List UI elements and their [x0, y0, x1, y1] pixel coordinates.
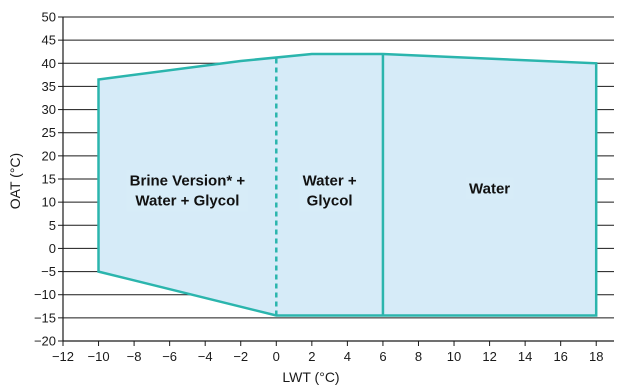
region-label-text: Water +: [303, 173, 357, 190]
y-tick-label: 20: [42, 148, 56, 163]
x-tick-label: 14: [518, 349, 532, 364]
region-label: Water + Glycol: [299, 169, 360, 212]
y-tick-label: 15: [42, 172, 56, 187]
x-tick-label: −8: [127, 349, 142, 364]
x-tick-label: −4: [198, 349, 213, 364]
x-tick-label: 12: [482, 349, 496, 364]
x-tick-label: 18: [589, 349, 603, 364]
y-tick-label: 35: [42, 79, 56, 94]
region-label-background: [465, 177, 514, 200]
x-tick-label: −2: [233, 349, 248, 364]
y-tick-label: 45: [42, 33, 56, 48]
y-axis-label: OAT (°C): [7, 153, 23, 209]
x-tick-label: 4: [344, 349, 351, 364]
axes: [58, 16, 614, 346]
y-tick-label: 25: [42, 125, 56, 140]
x-tick-label: 10: [447, 349, 461, 364]
y-tick-label: −20: [34, 334, 56, 349]
x-axis-label: LWT (°C): [282, 369, 339, 385]
y-tick-label: −5: [41, 264, 56, 279]
y-tick-label: 40: [42, 56, 56, 71]
x-tick-label: 0: [273, 349, 280, 364]
x-tick-label: 16: [553, 349, 567, 364]
region-label: Brine Version* + Water + Glycol: [126, 169, 249, 212]
y-tick-label: 30: [42, 102, 56, 117]
region-label-text: Water: [469, 180, 510, 197]
x-tick-label: −6: [162, 349, 177, 364]
x-tick-label: 6: [379, 349, 386, 364]
x-tick-label: −10: [88, 349, 110, 364]
region-label-text: Brine Version* +: [130, 173, 246, 190]
region-label-text: Glycol: [307, 193, 353, 210]
region-label-text: Water + Glycol: [135, 193, 239, 210]
region-label-background: [299, 169, 360, 212]
region-label: Water: [465, 177, 514, 200]
region-label-background: [126, 169, 249, 212]
x-tick-label: −12: [52, 349, 74, 364]
y-tick-label: −10: [34, 287, 56, 302]
y-tick-label: 50: [42, 10, 56, 25]
y-tick-label: 10: [42, 195, 56, 210]
y-tick-label: −15: [34, 310, 56, 325]
y-tick-label: 5: [49, 218, 56, 233]
tick-labels: −12 −10 −8 −6 −4 −2 0 2 4 6 8 10 12 14 16 18−20−15−10−5…: [34, 10, 604, 365]
y-tick-label: 0: [49, 241, 56, 256]
x-tick-label: 2: [308, 349, 315, 364]
x-tick-label: 8: [415, 349, 422, 364]
